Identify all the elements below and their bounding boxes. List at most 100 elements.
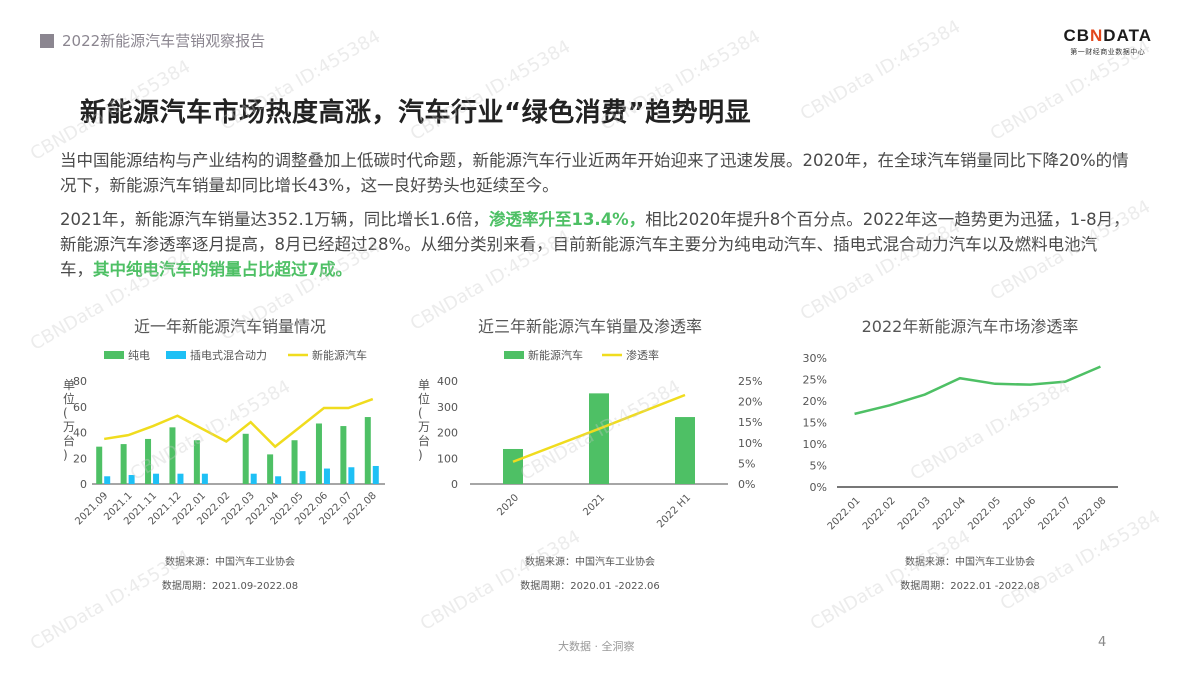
y-axis-label: 单位(万台) [418, 378, 430, 462]
y2-tick-label: 5% [738, 457, 755, 470]
highlight-penetration: 渗透率升至13.4%， [488, 210, 646, 229]
header-square-icon [40, 33, 54, 48]
line-penetration-2022 [854, 365, 1101, 416]
x-tick-label: 2021 [581, 492, 607, 518]
chart-monthly-sales-plot: 纯电 插电式混合动力 新能源汽车单位(万台)0204060802021.092021… [63, 348, 385, 527]
chart-title: 近一年新能源汽车销量情况 [133, 317, 326, 336]
paragraph-intro: 当中国能源结构与产业结构的调整叠加上低碳时代命题，新能源汽车行业近两年开始迎来了… [60, 151, 1129, 195]
y2-tick-label: 25% [738, 375, 762, 388]
page-title: 新能源汽车市场热度高涨，汽车行业“绿色消费”趋势明显 [80, 98, 752, 128]
y-tick-label: 15% [803, 417, 827, 430]
y-tick-label: 60 [73, 401, 87, 414]
bar-phev [348, 467, 355, 484]
highlight-bev-share: 其中纯电汽车的销量占比超过7成。 [93, 260, 352, 279]
bar-nev-sales [503, 448, 523, 484]
y-tick-label: 20 [73, 452, 87, 465]
y-tick-label: 0 [451, 478, 458, 491]
bar-nev-sales [589, 393, 609, 484]
paragraph-detail: 2021年，新能源汽车销量达352.1万辆，同比增长1.6倍，渗透率升至13.4… [60, 210, 1130, 279]
y-tick-label: 100 [437, 452, 458, 465]
bar-bev [120, 444, 127, 484]
bar-phev [275, 476, 282, 484]
bar-bev [315, 423, 322, 484]
bar-phev [372, 465, 379, 484]
bar-bev [96, 446, 103, 484]
x-tick-label: 2022.05 [966, 495, 1003, 532]
legend-label: 新能源汽车 [528, 348, 583, 362]
logo-brand: CBNDATA [1063, 26, 1152, 45]
y-tick-label: 80 [73, 375, 87, 388]
data-source: 数据来源：中国汽车工业协会 [165, 557, 295, 568]
data-period: 数据周期：2020.01 -2022.06 [520, 581, 660, 592]
y-tick-label: 20% [803, 395, 827, 408]
y2-tick-label: 20% [738, 396, 762, 409]
bar-bev [291, 440, 298, 484]
page-number: 4 [1098, 635, 1107, 650]
y-tick-label: 5% [810, 460, 827, 473]
chart-2022-penetration: 2022年新能源汽车市场渗透率 0% 5% 10% 15% 20% 25% 30% 2022.… [780, 305, 1160, 605]
y-tick-label: 0% [810, 481, 827, 494]
y-tick-label: 25% [803, 374, 827, 387]
bar-bev [145, 438, 152, 484]
bar-bev [364, 417, 371, 484]
chart-2022-plot: 0% 5% 10% 15% 20% 25% 30% 2022.012022.022022.03… [803, 352, 1118, 532]
bar-phev [323, 468, 330, 484]
x-tick-label: 2022.04 [931, 495, 968, 532]
bar-phev [104, 476, 111, 484]
bar-bev [193, 440, 200, 484]
y-tick-label: 200 [437, 427, 458, 440]
y-axis-label: 单位(万台) [63, 378, 75, 462]
bar-phev [201, 473, 208, 484]
x-tick-label: 2022.03 [896, 495, 933, 532]
legend-label: 渗透率 [626, 348, 659, 362]
report-header: 2022新能源汽车营销观察报告 [40, 30, 265, 51]
bar-bev [169, 427, 176, 484]
line-penetration [512, 393, 686, 463]
x-tick-label: 2021.09 [73, 490, 110, 527]
x-tick-label: 2022.01 [826, 495, 863, 532]
report-title: 2022新能源汽车营销观察报告 [62, 32, 266, 50]
y2-tick-label: 15% [738, 416, 762, 429]
legend-swatch-icon [504, 351, 524, 359]
x-tick-label: 2022.07 [1036, 495, 1073, 532]
y-tick-label: 400 [437, 375, 458, 388]
chart-title: 近三年新能源汽车销量及渗透率 [477, 317, 702, 336]
data-period: 数据周期：2021.09-2022.08 [161, 581, 299, 592]
bar-phev [128, 474, 135, 484]
bar-phev [299, 471, 306, 484]
legend-label: 插电式混合动力 [190, 348, 267, 362]
data-source: 数据来源：中国汽车工业协会 [905, 557, 1035, 568]
data-source: 数据来源：中国汽车工业协会 [525, 557, 655, 568]
bar-phev [177, 473, 184, 484]
bar-bev [242, 433, 249, 484]
bar-phev [250, 473, 257, 484]
y-tick-label: 40 [73, 427, 87, 440]
bar-bev [267, 454, 274, 484]
bar-phev [153, 473, 160, 484]
x-tick-label: 2022.02 [861, 495, 898, 532]
y2-tick-label: 10% [738, 437, 762, 450]
chart-title: 2022年新能源汽车市场渗透率 [861, 317, 1079, 336]
x-tick-label: 2022 H1 [655, 492, 693, 530]
footer-slogan: 大数据 · 全洞察 [558, 640, 635, 653]
bar-bev [340, 426, 347, 484]
logo-subtitle: 第一财经商业数据中心 [1070, 48, 1146, 56]
line-nev-total [104, 397, 374, 449]
chart-yearly-sales-penetration: 近三年新能源汽车销量及渗透率 新能源汽车 渗透率单位(万台) 0 100 200 300 4… [410, 305, 770, 605]
y2-tick-label: 0% [738, 478, 755, 491]
watermark-text: CBNData ID:455384 [796, 16, 965, 125]
bar-nev-sales [675, 417, 695, 484]
y-tick-label: 0 [80, 478, 87, 491]
chart-monthly-sales: 近一年新能源汽车销量情况 纯电 插电式混合动力 新能源汽车 单位(万台) 0 20 40 60… [55, 305, 405, 605]
x-tick-label: 2022.08 [1072, 495, 1109, 532]
x-tick-label: 2022.06 [1001, 495, 1038, 532]
y-tick-label: 10% [803, 438, 827, 451]
cbndata-logo: CBNDATA 第一财经商业数据中心 [1063, 26, 1152, 57]
y-tick-label: 300 [437, 401, 458, 414]
data-period: 数据周期：2022.01 -2022.08 [900, 581, 1040, 592]
x-tick-label: 2020 [495, 492, 521, 518]
y-tick-label: 30% [803, 352, 827, 365]
legend-label: 纯电 [128, 349, 150, 362]
legend-swatch-icon [104, 351, 124, 359]
